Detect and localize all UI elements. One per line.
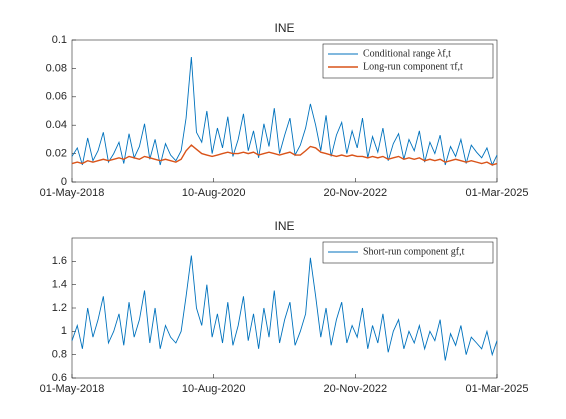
y-tick-label: 1.6 xyxy=(52,255,67,267)
series-line xyxy=(71,144,498,166)
y-tick-label: 0.1 xyxy=(52,34,67,46)
x-tick-label: 01-May-2018 xyxy=(40,383,105,395)
x-tick-label: 10-Aug-2020 xyxy=(182,187,246,199)
x-tick-label: 01-May-2018 xyxy=(40,187,105,199)
x-tick-label: 20-Nov-2022 xyxy=(324,383,388,395)
y-tick-label: 0.02 xyxy=(46,148,67,160)
y-tick-label: 0.8 xyxy=(52,349,67,361)
chart-title: INE xyxy=(274,219,294,233)
x-tick-label: 01-Mar-2025 xyxy=(466,383,529,395)
y-tick-label: 1 xyxy=(61,325,67,337)
legend-box xyxy=(322,241,494,264)
chart-title: INE xyxy=(274,21,294,35)
y-tick-label: 1.4 xyxy=(52,279,67,291)
x-tick-label: 20-Nov-2022 xyxy=(324,187,388,199)
y-tick-label: 0 xyxy=(61,176,67,188)
legend-label: Short-run component gf,t xyxy=(363,246,465,257)
y-tick-label: 0.04 xyxy=(46,119,67,131)
series-line xyxy=(71,57,498,167)
x-tick-label: 01-Mar-2025 xyxy=(466,187,529,199)
legend-box xyxy=(322,43,494,79)
y-tick-label: 0.6 xyxy=(52,372,67,384)
legend-label: Long-run component τf,t xyxy=(363,61,463,72)
legend-label: Conditional range λf,t xyxy=(363,48,451,59)
series-line xyxy=(71,255,498,361)
y-tick-label: 1.2 xyxy=(52,302,67,314)
x-tick-label: 10-Aug-2020 xyxy=(182,383,246,395)
y-tick-label: 0.08 xyxy=(46,62,67,74)
y-tick-label: 0.06 xyxy=(46,91,67,103)
